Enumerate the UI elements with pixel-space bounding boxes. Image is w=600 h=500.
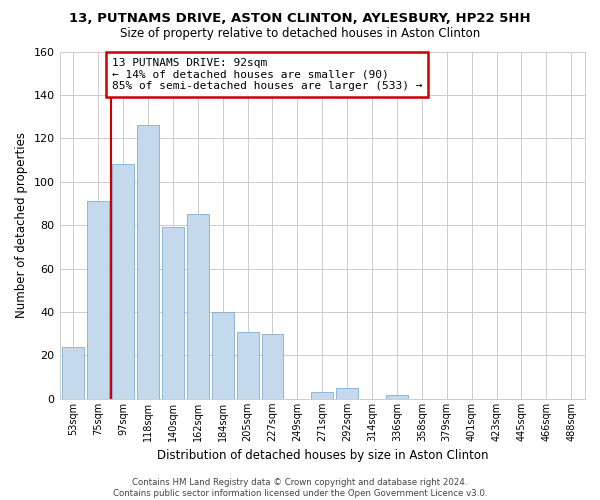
Bar: [311, 392, 333, 399]
Text: Size of property relative to detached houses in Aston Clinton: Size of property relative to detached ho…: [120, 28, 480, 40]
Bar: [87, 202, 109, 399]
Bar: [386, 394, 408, 399]
Bar: [137, 126, 159, 399]
Bar: [336, 388, 358, 399]
Text: Contains HM Land Registry data © Crown copyright and database right 2024.
Contai: Contains HM Land Registry data © Crown c…: [113, 478, 487, 498]
Text: 13 PUTNAMS DRIVE: 92sqm
← 14% of detached houses are smaller (90)
85% of semi-de: 13 PUTNAMS DRIVE: 92sqm ← 14% of detache…: [112, 58, 422, 91]
Bar: [212, 312, 233, 399]
Text: 13, PUTNAMS DRIVE, ASTON CLINTON, AYLESBURY, HP22 5HH: 13, PUTNAMS DRIVE, ASTON CLINTON, AYLESB…: [69, 12, 531, 26]
Bar: [62, 347, 84, 399]
Bar: [187, 214, 209, 399]
X-axis label: Distribution of detached houses by size in Aston Clinton: Distribution of detached houses by size …: [157, 450, 488, 462]
Bar: [236, 332, 259, 399]
Bar: [162, 228, 184, 399]
Y-axis label: Number of detached properties: Number of detached properties: [15, 132, 28, 318]
Bar: [262, 334, 283, 399]
Bar: [112, 164, 134, 399]
